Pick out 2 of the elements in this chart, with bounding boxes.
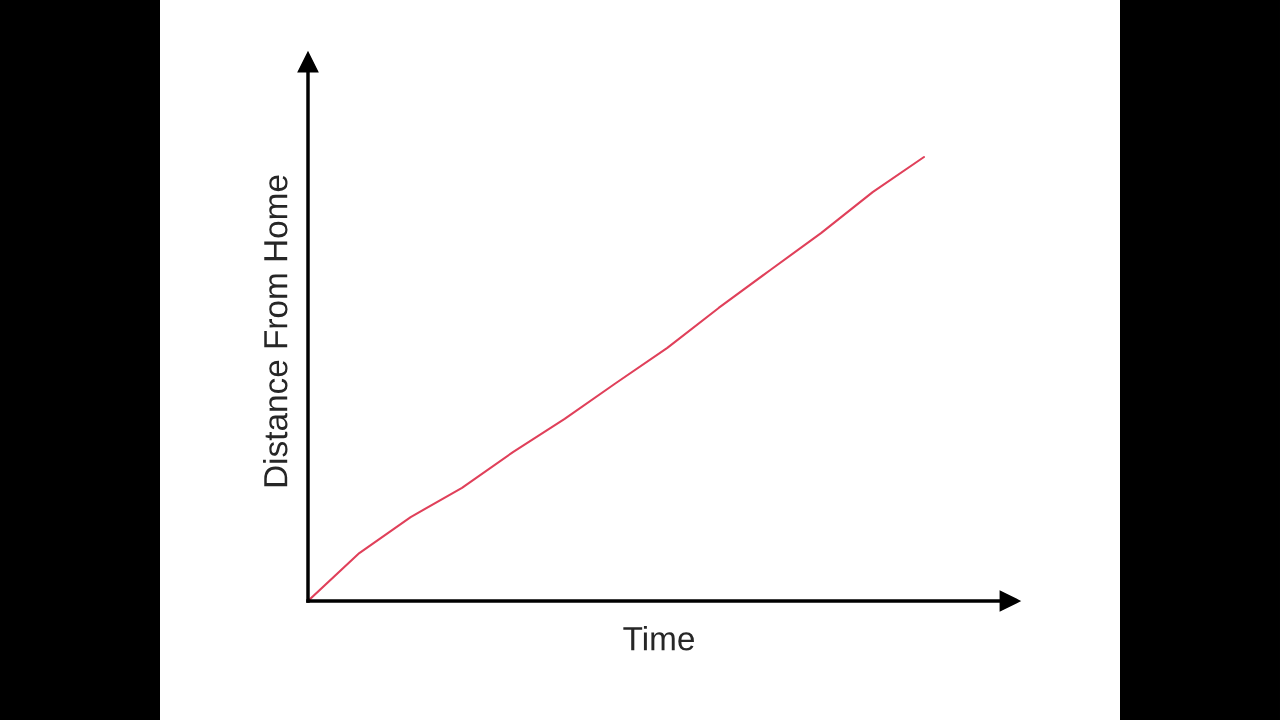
y-axis-title: Distance From Home — [263, 175, 288, 487]
x-axis-title: Time — [623, 626, 694, 651]
